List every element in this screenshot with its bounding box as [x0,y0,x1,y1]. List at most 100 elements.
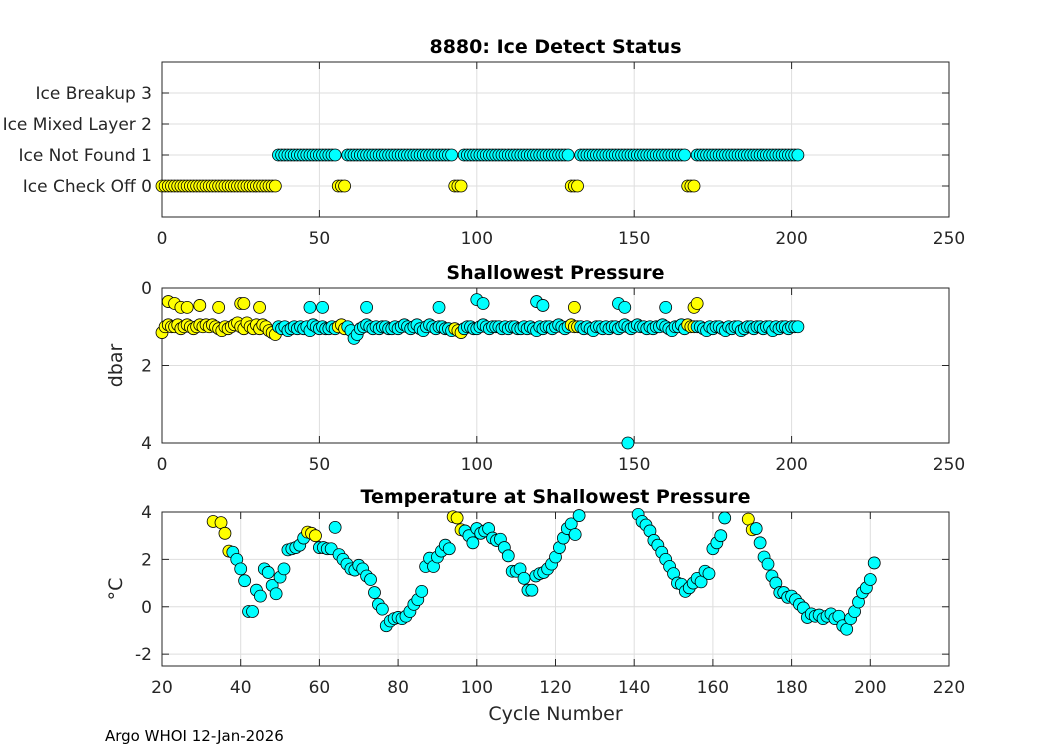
data-point-ice-not-found [791,148,805,162]
y-tick-label: Ice Breakup 3 [36,84,153,104]
data-point-ice-check-off [180,300,194,314]
x-tick-label: 160 [697,678,729,698]
x-tick-label: 200 [775,455,807,475]
data-point-ice-check-off [212,300,226,314]
data-point-ice-not-found [791,320,805,334]
x-axis-label: Cycle Number [488,703,622,725]
data-point-ice-not-found [749,522,763,535]
plot-area [162,62,949,217]
y-tick-label: Ice Not Found 1 [18,146,152,166]
x-tick-label: 250 [933,455,965,475]
x-tick-label: 100 [461,229,493,249]
data-point-ice-check-off [690,297,704,310]
data-point-ice-not-found [432,300,446,314]
data-point-ice-check-off [571,179,584,193]
x-tick-label: 180 [775,678,807,698]
data-point-ice-check-off [687,179,701,193]
x-tick-label: 150 [618,455,650,475]
y-tick-label: 0 [141,598,152,618]
data-point-ice-not-found [517,571,531,585]
data-point-ice-check-off [214,516,228,530]
data-point-ice-check-off [218,526,232,540]
subplot-3: 20 40 60 80 100 120 140 160 180 200 220 -2 0 2 4 Temper… [105,486,965,725]
y-axis-label: dbar [105,344,127,388]
data-point-ice-not-found [316,300,329,314]
x-tick-label: 0 [157,229,168,249]
axes-box [161,511,950,667]
x-tick-label: 140 [618,678,650,698]
data-point-ice-check-off [268,179,282,193]
data-point-ice-not-found [246,605,259,618]
data-point-ice-check-off [193,299,207,312]
data-point-ice-not-found [360,300,374,314]
data-point-ice-not-found [867,556,881,570]
data-point-ice-not-found [702,567,716,580]
chart-title: Shallowest Pressure [446,262,664,284]
x-tick-label: 40 [230,678,252,698]
data-point-ice-not-found [253,589,267,603]
x-tick-label: 200 [775,229,807,249]
data-point-ice-not-found [277,562,291,576]
chart-title: 8880: Ice Detect Status [429,36,681,58]
x-tick-label: 100 [461,678,493,698]
y-tick-label: 4 [141,434,152,454]
data-point-ice-not-found [445,148,459,162]
data-point-ice-not-found [536,299,550,312]
y-tick-label: Ice Mixed Layer 2 [3,115,152,135]
data-point-ice-not-found [375,602,389,616]
footer-text: Argo WHOI 12-Jan-2026 [105,727,284,745]
x-tick-label: 20 [151,678,173,698]
data-point-ice-check-off [309,529,322,543]
data-points [155,293,805,450]
subplot-1: 0 50 100 150 200 250 Ice Check Off 0 Ice Not Fo… [3,36,966,249]
data-point-ice-check-off [237,297,251,310]
data-point-ice-not-found [501,549,515,563]
x-tick-label: 50 [309,455,331,475]
data-point-ice-not-found [476,297,490,310]
x-tick-label: 250 [933,229,965,249]
y-tick-label: 0 [141,279,152,299]
data-point-ice-not-found [261,566,275,579]
data-points [155,148,805,193]
data-point-ice-not-found [368,586,381,599]
data-point-ice-check-off [741,512,755,526]
data-point-ice-not-found [761,557,775,571]
data-points [206,507,881,636]
data-point-ice-not-found [659,300,673,314]
y-tick-label: -2 [135,645,152,665]
x-tick-label: 220 [933,678,965,698]
data-point-ice-not-found [415,584,429,598]
data-point-ice-not-found [328,521,342,534]
data-point-ice-not-found [863,573,877,586]
x-tick-label: 80 [387,678,409,698]
data-point-ice-not-found [525,583,539,597]
data-point-ice-not-found [840,622,854,636]
y-tick-label: Ice Check Off 0 [23,177,152,197]
y-tick-label: 2 [141,357,152,377]
y-tick-label: 4 [141,503,152,523]
data-point-ice-not-found [618,300,632,314]
data-point-ice-not-found [234,562,248,576]
data-point-ice-not-found [621,436,635,450]
data-point-ice-not-found [561,148,575,162]
y-axis-label: °C [105,578,127,601]
data-point-ice-check-off [338,179,351,193]
data-point-ice-check-off [567,300,581,314]
data-point-ice-check-off [454,179,468,193]
axes-box [161,61,950,218]
data-point-ice-not-found [714,529,728,543]
data-point-ice-not-found [753,536,767,550]
data-point-ice-not-found [678,148,691,162]
data-point-ice-not-found [568,528,582,541]
x-tick-label: 50 [309,229,331,249]
data-point-ice-check-off [253,300,266,314]
data-point-ice-not-found [303,300,317,314]
data-point-ice-not-found [328,148,342,162]
data-point-ice-not-found [238,574,252,588]
data-point-ice-not-found [364,573,377,586]
y-tick-label: 2 [141,550,152,570]
data-point-ice-not-found [466,536,480,550]
data-point-ice-not-found [269,587,283,601]
axes-box [161,287,950,444]
